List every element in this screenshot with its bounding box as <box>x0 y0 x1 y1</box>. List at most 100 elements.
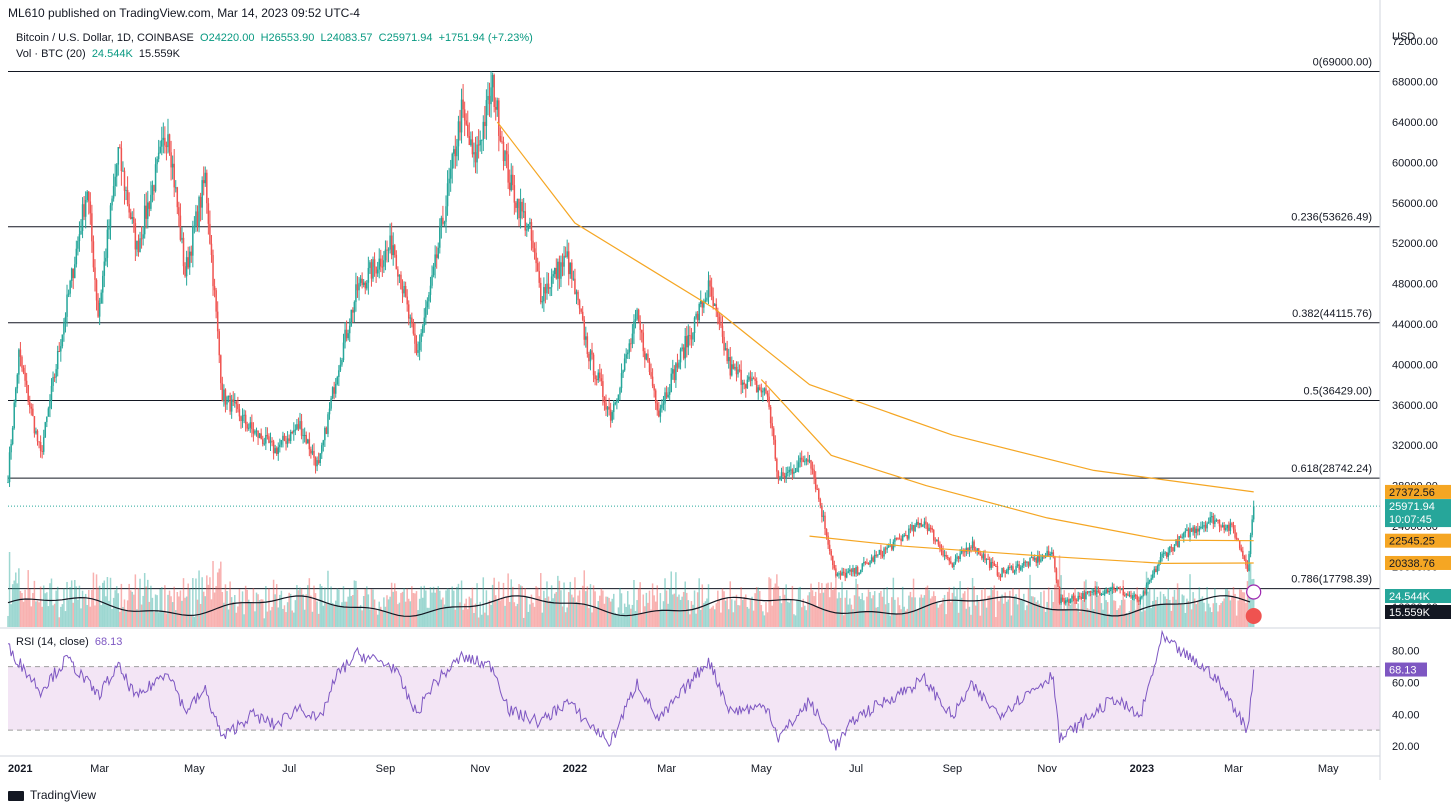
volume-bar <box>962 593 964 627</box>
candle-body <box>1187 529 1190 538</box>
candle-body <box>1228 524 1230 531</box>
volume-bar <box>518 584 520 627</box>
volume-bar <box>1138 604 1140 627</box>
candle-body <box>111 198 113 206</box>
time-tick-label: 2021 <box>8 763 32 775</box>
volume-bar <box>1057 587 1059 627</box>
candle-body <box>175 187 177 189</box>
candle-body <box>976 548 978 551</box>
volume-bar <box>1074 588 1076 627</box>
volume-bar <box>515 606 517 627</box>
volume-bar <box>721 588 724 627</box>
volume-bar <box>358 606 360 627</box>
tradingview-brand[interactable]: TradingView <box>8 788 96 802</box>
candle-body <box>763 388 766 391</box>
volume-bar <box>1179 604 1182 627</box>
volume-bar <box>1161 604 1163 627</box>
volume-label[interactable]: Vol · BTC (20) <box>16 48 86 60</box>
candle-body <box>689 335 691 337</box>
volume-bar <box>157 612 160 627</box>
candle-body <box>293 430 295 433</box>
candle-body <box>400 274 402 290</box>
candle-body <box>275 448 278 454</box>
volume-bar <box>595 608 598 627</box>
volume-bar <box>240 601 242 627</box>
volume-bar <box>414 593 416 627</box>
candle-body <box>580 308 582 312</box>
candle-body <box>665 392 668 398</box>
volume-bar <box>940 603 943 627</box>
candle-body <box>721 325 724 337</box>
volume-bar <box>549 600 551 627</box>
volume-bar <box>1162 593 1165 627</box>
volume-bar <box>1094 581 1097 627</box>
candle-body <box>1165 552 1168 557</box>
fib-level-label: 0.236(53626.49) <box>1291 212 1372 224</box>
candle-body <box>1044 556 1047 558</box>
candle-body <box>668 391 671 395</box>
volume-bar <box>1111 591 1114 627</box>
volume-bar <box>378 601 380 627</box>
volume-bar <box>611 598 613 627</box>
candle-body <box>626 352 629 355</box>
volume-bar <box>11 584 14 627</box>
volume-bar <box>415 591 418 627</box>
symbol-name[interactable]: Bitcoin / U.S. Dollar, 1D, COINBASE <box>16 32 194 44</box>
candle-body <box>981 555 983 559</box>
volume-bar <box>979 615 982 627</box>
candle-body <box>729 357 732 376</box>
candle-body <box>238 409 241 417</box>
candle-body <box>423 317 426 327</box>
volume-bar <box>1052 601 1055 627</box>
volume-bar <box>263 618 266 627</box>
volume-bar <box>221 592 224 627</box>
last-price-label: 25971.94 <box>1389 501 1435 513</box>
candle-body <box>1234 529 1236 538</box>
candle-body <box>1029 557 1031 566</box>
candle-body <box>971 541 974 548</box>
volume-bar <box>74 580 76 627</box>
volume-bar <box>328 603 331 627</box>
volume-bar <box>824 589 826 627</box>
volume-bar <box>617 607 620 627</box>
candle-body <box>1173 544 1176 552</box>
volume-bar <box>1120 599 1123 627</box>
volume-bar <box>794 615 797 627</box>
volume-bar <box>473 612 475 627</box>
volume-bar <box>832 590 834 627</box>
volume-bar <box>741 599 744 627</box>
candle-body <box>917 521 919 525</box>
volume-bar <box>1150 608 1152 627</box>
candle-body <box>409 317 412 319</box>
volume-bar <box>311 611 314 627</box>
candle-body <box>960 550 963 554</box>
volume-bar <box>185 596 188 627</box>
rsi-label[interactable]: RSI (14, close) <box>16 636 89 648</box>
candle-body <box>925 521 927 525</box>
candle-body <box>988 559 991 568</box>
candle-body <box>819 499 822 506</box>
candle-body <box>1198 528 1201 532</box>
volume-bar <box>196 599 199 627</box>
volume-bar <box>1061 608 1064 627</box>
candle-body <box>979 554 982 556</box>
volume-bar <box>1214 588 1216 627</box>
volume-bar <box>780 603 783 627</box>
volume-bar <box>1089 593 1092 627</box>
volume-bar <box>218 568 220 627</box>
candle-body <box>870 557 873 561</box>
volume-bar <box>690 601 693 627</box>
candle-body <box>123 170 126 191</box>
volume-bar <box>105 596 107 627</box>
volume-bar <box>241 591 244 627</box>
candle-body <box>1114 589 1117 591</box>
price-tick-label: 40000.00 <box>1392 359 1438 371</box>
volume-bar <box>1134 609 1137 627</box>
candle-body <box>543 287 545 302</box>
volume-bar <box>209 577 211 627</box>
volume-bar <box>367 594 370 627</box>
candle-body <box>662 403 665 405</box>
candle-body <box>1183 532 1185 538</box>
volume-bar <box>1024 610 1027 627</box>
